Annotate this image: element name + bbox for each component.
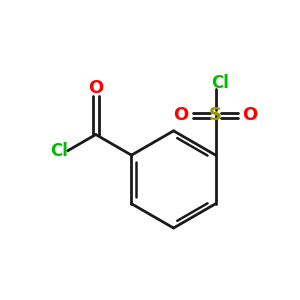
Text: O: O — [88, 79, 103, 97]
Text: O: O — [174, 106, 189, 124]
Text: O: O — [242, 106, 258, 124]
Text: Cl: Cl — [50, 142, 68, 160]
Text: Cl: Cl — [211, 74, 229, 92]
Text: S: S — [209, 106, 222, 124]
